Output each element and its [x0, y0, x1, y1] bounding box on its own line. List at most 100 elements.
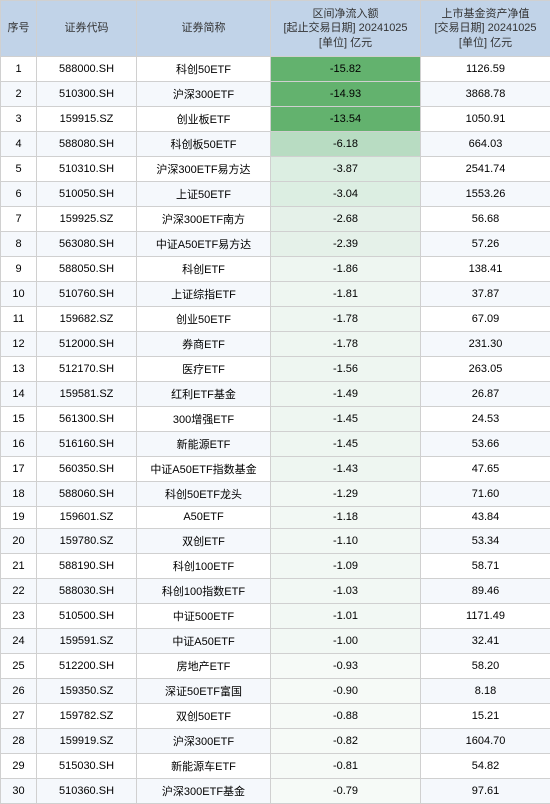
- cell-nav: 58.20: [421, 653, 550, 678]
- cell-code: 159591.SZ: [37, 628, 137, 653]
- cell-nav: 97.61: [421, 778, 550, 803]
- cell-flow: -2.68: [271, 206, 421, 231]
- cell-seq: 27: [1, 703, 37, 728]
- header-code: 证券代码: [37, 1, 137, 57]
- cell-name: 科创板50ETF: [137, 131, 271, 156]
- header-nav-l1: 上市基金资产净值: [423, 7, 548, 21]
- cell-nav: 57.26: [421, 231, 550, 256]
- cell-seq: 23: [1, 603, 37, 628]
- cell-flow: -1.10: [271, 528, 421, 553]
- table-row: 12512000.SH券商ETF-1.78231.30: [1, 331, 550, 356]
- cell-name: 中证A50ETF易方达: [137, 231, 271, 256]
- cell-flow: -1.45: [271, 431, 421, 456]
- table-row: 29515030.SH新能源车ETF-0.8154.82: [1, 753, 550, 778]
- cell-name: 沪深300ETF: [137, 81, 271, 106]
- cell-name: 科创ETF: [137, 256, 271, 281]
- header-flow-l1: 区间净流入额: [273, 7, 418, 21]
- cell-code: 588030.SH: [37, 578, 137, 603]
- header-nav: 上市基金资产净值 [交易日期] 20241025 [单位] 亿元: [421, 1, 550, 57]
- cell-nav: 71.60: [421, 481, 550, 506]
- table-row: 8563080.SH中证A50ETF易方达-2.3957.26: [1, 231, 550, 256]
- cell-flow: -13.54: [271, 106, 421, 131]
- cell-seq: 11: [1, 306, 37, 331]
- cell-name: 科创100指数ETF: [137, 578, 271, 603]
- cell-flow: -1.45: [271, 406, 421, 431]
- cell-seq: 4: [1, 131, 37, 156]
- cell-code: 588080.SH: [37, 131, 137, 156]
- cell-flow: -0.93: [271, 653, 421, 678]
- cell-name: 红利ETF基金: [137, 381, 271, 406]
- cell-code: 563080.SH: [37, 231, 137, 256]
- cell-flow: -14.93: [271, 81, 421, 106]
- cell-code: 510300.SH: [37, 81, 137, 106]
- cell-code: 159782.SZ: [37, 703, 137, 728]
- cell-seq: 25: [1, 653, 37, 678]
- cell-seq: 17: [1, 456, 37, 481]
- table-row: 17560350.SH中证A50ETF指数基金-1.4347.65: [1, 456, 550, 481]
- cell-flow: -1.29: [271, 481, 421, 506]
- cell-seq: 14: [1, 381, 37, 406]
- header-nav-l2: [交易日期] 20241025: [423, 21, 548, 35]
- cell-name: 沪深300ETF南方: [137, 206, 271, 231]
- cell-flow: -0.81: [271, 753, 421, 778]
- cell-flow: -0.79: [271, 778, 421, 803]
- cell-nav: 54.82: [421, 753, 550, 778]
- cell-code: 588000.SH: [37, 56, 137, 81]
- cell-nav: 26.87: [421, 381, 550, 406]
- table-row: 16516160.SH新能源ETF-1.4553.66: [1, 431, 550, 456]
- table-row: 20159780.SZ双创ETF-1.1053.34: [1, 528, 550, 553]
- cell-flow: -1.01: [271, 603, 421, 628]
- etf-flow-table: 序号 证券代码 证券简称 区间净流入额 [起止交易日期] 20241025 [单…: [0, 0, 550, 804]
- cell-nav: 67.09: [421, 306, 550, 331]
- cell-seq: 5: [1, 156, 37, 181]
- cell-name: 中证500ETF: [137, 603, 271, 628]
- table-body: 1588000.SH科创50ETF-15.821126.592510300.SH…: [1, 56, 550, 803]
- cell-nav: 58.71: [421, 553, 550, 578]
- table-row: 28159919.SZ沪深300ETF-0.821604.70: [1, 728, 550, 753]
- cell-name: 沪深300ETF基金: [137, 778, 271, 803]
- table-row: 25512200.SH房地产ETF-0.9358.20: [1, 653, 550, 678]
- cell-flow: -1.09: [271, 553, 421, 578]
- header-nav-l3: [单位] 亿元: [423, 36, 548, 50]
- cell-seq: 7: [1, 206, 37, 231]
- cell-flow: -1.81: [271, 281, 421, 306]
- table-row: 23510500.SH中证500ETF-1.011171.49: [1, 603, 550, 628]
- cell-nav: 47.65: [421, 456, 550, 481]
- cell-name: 上证50ETF: [137, 181, 271, 206]
- cell-code: 510360.SH: [37, 778, 137, 803]
- cell-nav: 3868.78: [421, 81, 550, 106]
- cell-seq: 3: [1, 106, 37, 131]
- cell-seq: 19: [1, 506, 37, 528]
- cell-seq: 1: [1, 56, 37, 81]
- cell-seq: 30: [1, 778, 37, 803]
- cell-code: 588190.SH: [37, 553, 137, 578]
- cell-nav: 1171.49: [421, 603, 550, 628]
- cell-name: A50ETF: [137, 506, 271, 528]
- cell-nav: 1126.59: [421, 56, 550, 81]
- cell-nav: 53.66: [421, 431, 550, 456]
- cell-name: 双创50ETF: [137, 703, 271, 728]
- cell-name: 沪深300ETF: [137, 728, 271, 753]
- cell-seq: 6: [1, 181, 37, 206]
- cell-seq: 22: [1, 578, 37, 603]
- cell-code: 159780.SZ: [37, 528, 137, 553]
- cell-code: 588050.SH: [37, 256, 137, 281]
- cell-seq: 15: [1, 406, 37, 431]
- cell-name: 新能源ETF: [137, 431, 271, 456]
- cell-nav: 15.21: [421, 703, 550, 728]
- table-row: 14159581.SZ红利ETF基金-1.4926.87: [1, 381, 550, 406]
- cell-flow: -1.49: [271, 381, 421, 406]
- cell-code: 159925.SZ: [37, 206, 137, 231]
- cell-name: 创业板ETF: [137, 106, 271, 131]
- table-row: 19159601.SZA50ETF-1.1843.84: [1, 506, 550, 528]
- cell-code: 588060.SH: [37, 481, 137, 506]
- table-row: 24159591.SZ中证A50ETF-1.0032.41: [1, 628, 550, 653]
- cell-code: 159601.SZ: [37, 506, 137, 528]
- cell-nav: 24.53: [421, 406, 550, 431]
- cell-nav: 1050.91: [421, 106, 550, 131]
- cell-flow: -1.78: [271, 306, 421, 331]
- cell-nav: 231.30: [421, 331, 550, 356]
- table-row: 7159925.SZ沪深300ETF南方-2.6856.68: [1, 206, 550, 231]
- cell-nav: 138.41: [421, 256, 550, 281]
- cell-flow: -1.43: [271, 456, 421, 481]
